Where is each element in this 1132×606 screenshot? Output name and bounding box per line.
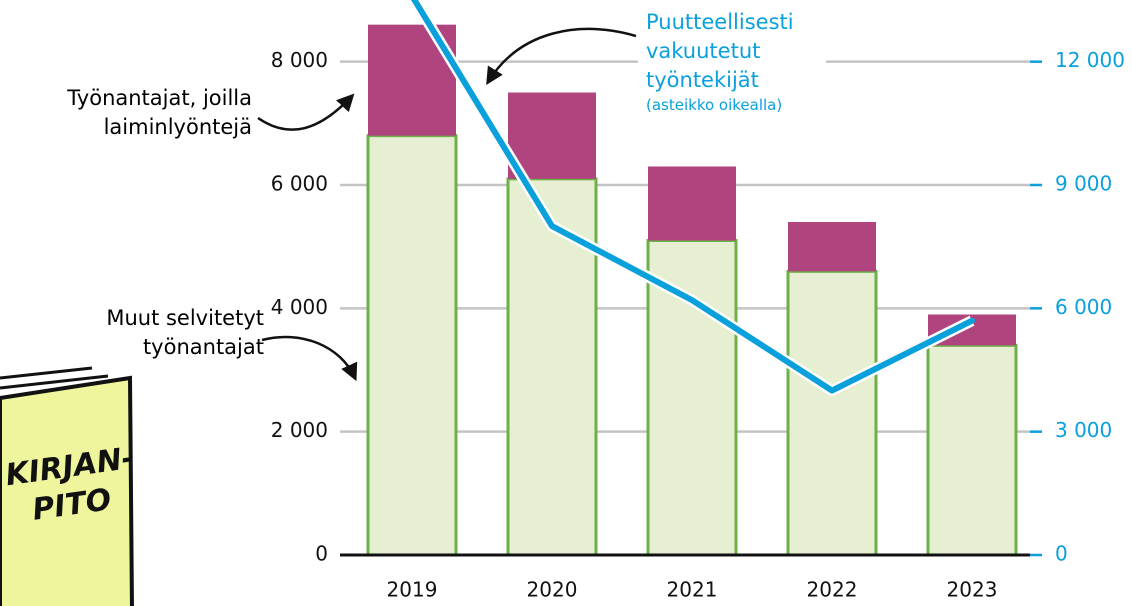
y-tick-label: 2 000 — [271, 418, 328, 442]
y-tick-label: 0 — [315, 542, 328, 566]
x-tick-label: 2020 — [527, 578, 578, 602]
y2-tick-label: 3 000 — [1055, 418, 1112, 442]
y2-tick-label: 9 000 — [1055, 172, 1112, 196]
notebook-illustration: KIRJAN- PITO — [0, 366, 136, 606]
series-label: Työnantajat, joilla laiminlyöntejä — [67, 86, 252, 139]
bar-segment — [926, 343, 1018, 557]
y2-tick-label: 12 000 — [1055, 48, 1125, 72]
series-label: Muut selvitetyt työnantajat — [106, 306, 264, 359]
x-tick-label: 2019 — [387, 578, 438, 602]
y-tick-label: 8 000 — [271, 48, 328, 72]
x-tick-label: 2021 — [667, 578, 718, 602]
bar-segment — [786, 269, 878, 557]
y-tick-label: 4 000 — [271, 295, 328, 319]
arrow — [257, 93, 355, 131]
line — [410, 0, 975, 394]
bar-segment — [648, 166, 736, 241]
bar-segment — [646, 239, 738, 557]
bar-segment — [506, 177, 598, 557]
bar-segment — [788, 222, 876, 272]
y2-tick-label: 0 — [1055, 542, 1068, 566]
y2-tick-label: 6 000 — [1055, 295, 1112, 319]
bar-segment — [508, 92, 596, 179]
y-tick-label: 6 000 — [271, 172, 328, 196]
series-label: Puutteellisesti vakuutetut työntekijät (… — [638, 8, 826, 115]
line-name: Puutteellisesti vakuutetut työntekijät — [646, 10, 794, 92]
bar-segment — [366, 134, 458, 557]
line-note: (asteikko oikealla) — [646, 96, 783, 114]
arrow — [486, 27, 637, 85]
x-tick-label: 2023 — [947, 578, 998, 602]
x-tick-label: 2022 — [807, 578, 858, 602]
arrow — [261, 335, 358, 382]
